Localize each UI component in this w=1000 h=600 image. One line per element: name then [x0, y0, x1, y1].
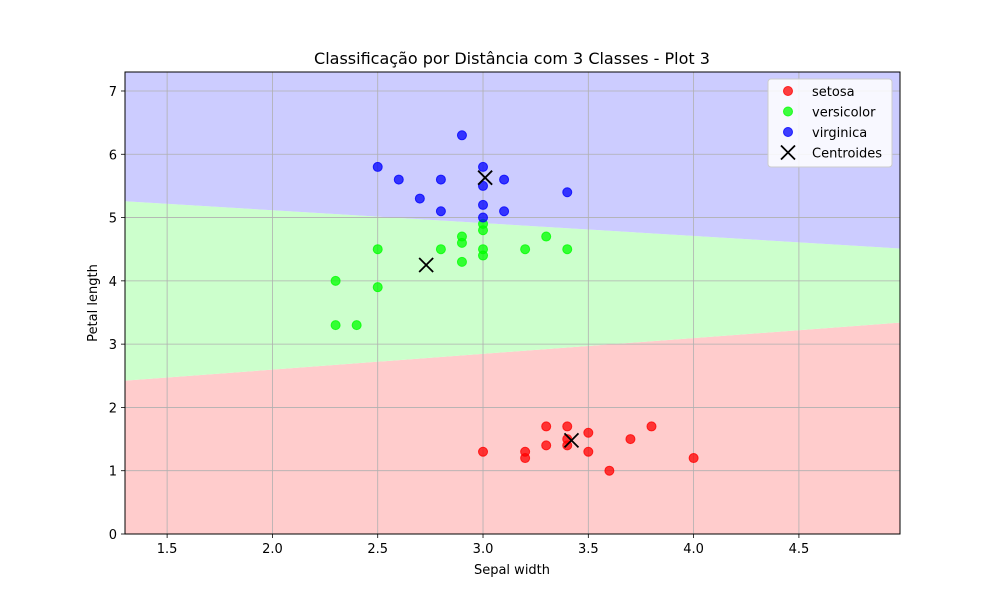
setosa-point: [520, 453, 531, 464]
versicolor-point: [478, 225, 489, 236]
versicolor-point: [520, 244, 531, 255]
legend-label: versicolor: [812, 106, 876, 121]
region-setosa: [125, 322, 900, 534]
versicolor-point: [478, 250, 489, 261]
region-versicolor: [125, 201, 900, 381]
versicolor-point: [351, 320, 362, 331]
legend-box: [767, 78, 893, 168]
setosa-point: [688, 453, 699, 464]
y-tick-label: 4: [109, 275, 117, 290]
legend-marker-setosa: [783, 86, 793, 96]
x-tick-label: 1.5: [157, 542, 178, 557]
virginica-point: [499, 174, 510, 185]
legend-label: virginica: [812, 126, 867, 141]
centroid-markers: [418, 170, 580, 448]
y-tick-label: 6: [109, 148, 117, 163]
x-tick-label: 4.5: [789, 542, 810, 557]
versicolor-point: [330, 320, 341, 331]
versicolor-point: [456, 237, 467, 248]
setosa-point: [604, 465, 615, 476]
virginica-point: [435, 174, 446, 185]
y-tick-label: 0: [109, 528, 117, 543]
y-tick-label: 1: [109, 465, 117, 480]
virginica-point: [393, 174, 404, 185]
centroid-marker: [418, 257, 434, 273]
plot-frame: [124, 71, 901, 535]
x-tick-label: 3.0: [473, 542, 494, 557]
setosa-point: [478, 446, 489, 457]
y-tick-label: 3: [109, 338, 117, 353]
legend-marker-versicolor: [783, 106, 793, 117]
centroid-marker: [477, 170, 493, 186]
setosa-point: [646, 421, 657, 432]
legend-marker-virginica: [783, 127, 793, 137]
versicolor-point: [456, 256, 467, 267]
virginica-point: [478, 180, 489, 191]
x-tick-label: 3.5: [578, 542, 599, 557]
virginica-point: [456, 130, 467, 141]
virginica-point: [478, 161, 489, 172]
legend-label: setosa: [812, 85, 855, 100]
centroid-marker: [563, 432, 580, 448]
y-tick-label: 5: [109, 212, 117, 227]
versicolor-point: [372, 244, 383, 255]
decision-regions: [125, 72, 900, 534]
legend: setosa versicolor virginica Centroides: [767, 78, 893, 168]
x-axis-label: Sepal width: [474, 563, 550, 578]
x-tick-label: 2.0: [262, 542, 283, 557]
virginica-point: [478, 212, 489, 223]
data-points: [330, 130, 699, 476]
virginica-point: [414, 193, 425, 204]
setosa-point: [625, 434, 636, 445]
virginica-point: [478, 199, 489, 210]
y-axis-label: Petal length: [86, 264, 101, 342]
versicolor-point: [435, 244, 446, 255]
versicolor-point: [562, 244, 573, 255]
versicolor-point: [372, 282, 383, 293]
versicolor-point: [330, 275, 341, 286]
setosa-point: [583, 446, 594, 457]
x-tick-label: 4.0: [683, 542, 704, 557]
virginica-point: [372, 161, 383, 172]
setosa-point: [541, 421, 552, 432]
axis-ticks: 1.5 2.0 2.5 3.0 3.5 4.0 4.5 0 1 2 3 4 5 6 7: [109, 85, 810, 557]
virginica-point: [499, 206, 510, 217]
setosa-point: [562, 421, 573, 432]
y-tick-label: 7: [109, 85, 117, 100]
setosa-point: [541, 440, 552, 451]
legend-label: Centroides: [812, 147, 882, 162]
legend-marker-centroid: [780, 144, 796, 161]
virginica-point: [435, 206, 446, 217]
region-virginica: [125, 72, 900, 249]
x-tick-label: 2.5: [367, 542, 388, 557]
chart-title: Classificação por Distância com 3 Classe…: [314, 49, 710, 68]
setosa-point: [583, 427, 594, 438]
versicolor-point: [541, 231, 552, 242]
virginica-point: [562, 187, 573, 198]
y-tick-label: 2: [109, 401, 117, 416]
